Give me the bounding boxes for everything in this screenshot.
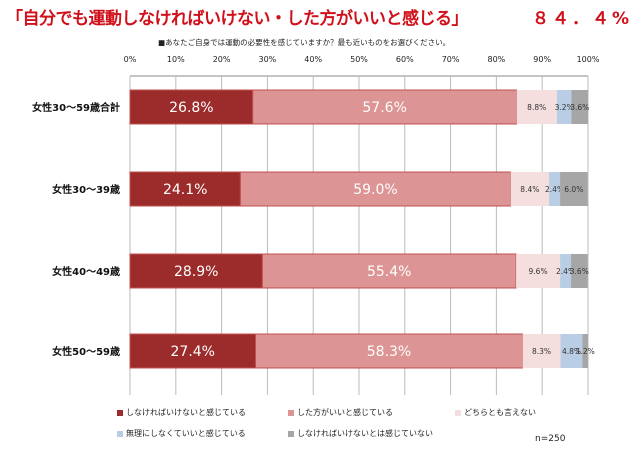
bar-segment xyxy=(560,334,583,368)
bar-segment xyxy=(556,90,572,124)
data-label: 27.4% xyxy=(171,344,215,360)
legend-label: しなければいけないと感じている xyxy=(126,408,246,417)
x-tick-label: 50% xyxy=(350,55,368,64)
bar-segment xyxy=(261,253,517,289)
legend-item: 無理にしなくていいと感じている xyxy=(117,428,246,439)
legend-swatch xyxy=(288,409,294,416)
data-label: 59.0% xyxy=(353,182,397,198)
x-tick-label: 60% xyxy=(396,55,414,64)
bar-segment xyxy=(129,333,256,369)
legend-label: した方がいいと感じている xyxy=(297,408,393,417)
bar-segment xyxy=(582,334,588,368)
x-tick-label: 30% xyxy=(259,55,277,64)
headline-value: ８４．４% xyxy=(531,9,632,29)
bar-segment xyxy=(129,171,241,207)
x-tick-label: 80% xyxy=(488,55,506,64)
bar-segment xyxy=(516,254,561,288)
legend-swatch xyxy=(455,409,461,416)
bar-segment xyxy=(129,89,254,125)
data-label: 6.0% xyxy=(564,185,583,194)
data-label: 57.6% xyxy=(362,100,406,116)
sample-size: n=250 xyxy=(535,434,566,444)
legend-item: した方がいいと感じている xyxy=(288,407,393,418)
data-label: 2.4% xyxy=(545,185,564,194)
legend-label: どちらとも言えない xyxy=(464,408,536,417)
data-label: 3.6% xyxy=(570,267,589,276)
bar-segment xyxy=(516,90,557,124)
data-label: 1.2% xyxy=(576,347,595,356)
x-tick-label: 0% xyxy=(124,55,137,64)
data-label: 24.1% xyxy=(163,182,207,198)
survey-question: ■あなたご自身では運動の必要性を感じていますか？最も近いものをお選びください。 xyxy=(158,38,451,47)
bar-segment xyxy=(560,254,572,288)
data-label: 3.2% xyxy=(555,103,574,112)
data-label: 55.4% xyxy=(367,264,411,280)
legend-swatch xyxy=(117,430,123,437)
x-tick-label: 10% xyxy=(167,55,185,64)
data-label: 28.9% xyxy=(174,264,218,280)
category-label: 女性30～39歳 xyxy=(52,183,120,196)
bar-segment xyxy=(571,254,588,288)
chart-title: 「自分でも運動しなければいけない・した方がいいと感じる」 xyxy=(6,9,469,29)
legend-label: しなければいけないとは感じていない xyxy=(297,429,433,438)
legend-swatch xyxy=(288,430,294,437)
data-label: 8.8% xyxy=(527,103,546,112)
x-tick-label: 70% xyxy=(442,55,460,64)
x-tick-label: 90% xyxy=(533,55,551,64)
bar-segment xyxy=(549,172,561,206)
bar-segment xyxy=(129,253,263,289)
data-label: 26.8% xyxy=(169,100,213,116)
category-label: 女性40～49歳 xyxy=(52,265,120,278)
legend-label: 無理にしなくていいと感じている xyxy=(126,429,246,438)
data-label: 4.8% xyxy=(562,347,581,356)
x-tick-label: 20% xyxy=(213,55,231,64)
data-label: 8.3% xyxy=(532,347,551,356)
data-label: 8.4% xyxy=(520,185,539,194)
data-label: 58.3% xyxy=(367,344,411,360)
bar-segment xyxy=(510,172,550,206)
data-label: 3.6% xyxy=(570,103,589,112)
category-label: 女性50～59歳 xyxy=(52,345,120,358)
bar-segment xyxy=(560,172,588,206)
legend-item: どちらとも言えない xyxy=(455,407,536,418)
bar-segment xyxy=(522,334,561,368)
bar-segment xyxy=(252,89,518,125)
legend-item: しなければいけないと感じている xyxy=(117,407,246,418)
data-label: 2.4% xyxy=(556,267,575,276)
x-tick-label: 40% xyxy=(304,55,322,64)
legend-swatch xyxy=(117,409,123,416)
x-tick-label: 100% xyxy=(577,55,600,64)
legend-item: しなければいけないとは感じていない xyxy=(288,428,433,439)
stacked-bar-chart: 0% 10% 20% 30% 40% 50% 60% 70% 80% 90% 100% 女性30～59… xyxy=(32,55,600,395)
data-label: 9.6% xyxy=(529,267,548,276)
bar-segment xyxy=(571,90,588,124)
category-label: 女性30～59歳合計 xyxy=(32,101,120,114)
